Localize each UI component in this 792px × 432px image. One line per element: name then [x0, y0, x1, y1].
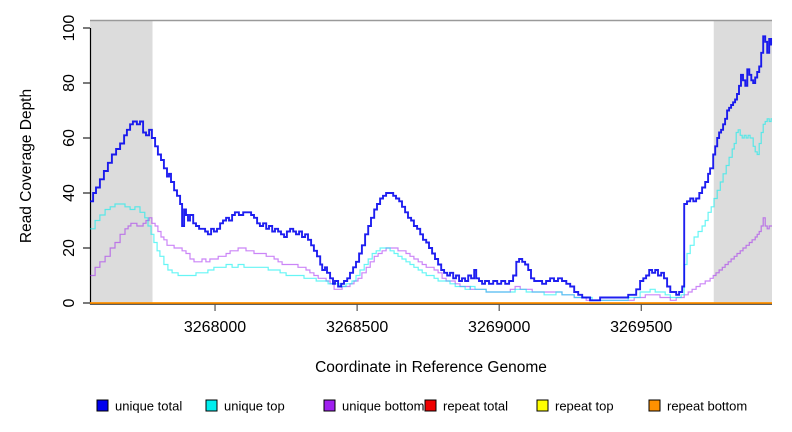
- y-tick-label: 80: [61, 74, 78, 92]
- y-tick-label: 20: [61, 239, 78, 257]
- legend-swatch-unique-bottom: [323, 399, 336, 412]
- legend-label-repeat-top: repeat top: [555, 399, 614, 414]
- y-axis-title: Read Coverage Depth: [18, 88, 35, 244]
- x-axis-title: Coordinate in Reference Genome: [315, 359, 547, 376]
- legend-label-unique-total: unique total: [115, 399, 182, 414]
- x-tick-label: 3269000: [468, 319, 530, 336]
- y-tick-label: 40: [61, 184, 78, 202]
- legend-label-repeat-bottom: repeat bottom: [667, 399, 747, 414]
- y-tick-label: 100: [61, 15, 78, 42]
- legend-swatch-repeat-bottom: [648, 399, 661, 412]
- series-line-unique-bottom: [90, 217, 772, 301]
- legend-swatch-unique-top: [205, 399, 218, 412]
- x-tick-label: 3268000: [184, 319, 246, 336]
- legend-label-repeat-total: repeat total: [443, 399, 508, 414]
- shaded-region-0: [90, 20, 153, 304]
- legend-swatch-unique-total: [96, 399, 109, 412]
- shaded-region-1: [713, 20, 772, 304]
- legend-swatch-repeat-top: [536, 399, 549, 412]
- legend-label-unique-bottom: unique bottom: [342, 399, 424, 414]
- y-tick-label: 0: [61, 298, 78, 307]
- x-tick-label: 3268500: [326, 319, 388, 336]
- series-line-unique-top: [90, 118, 772, 301]
- y-tick-label: 60: [61, 129, 78, 147]
- series-line-unique-total: [90, 35, 773, 302]
- legend-label-unique-top: unique top: [224, 399, 285, 414]
- legend-swatch-repeat-total: [424, 399, 437, 412]
- x-tick-label: 3269500: [610, 319, 672, 336]
